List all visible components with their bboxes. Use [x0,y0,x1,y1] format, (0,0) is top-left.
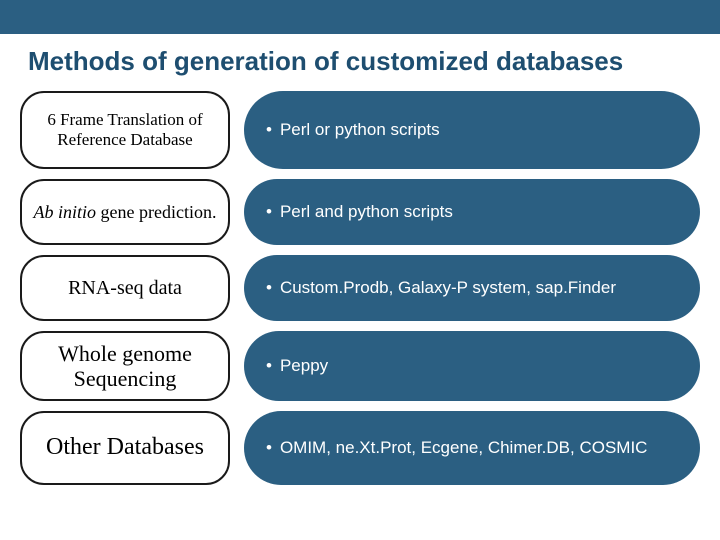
method-label-pill: Other Databases [20,411,230,485]
method-label-text: Other Databases [46,434,204,462]
method-desc: • Perl or python scripts [244,91,700,169]
page-title: Methods of generation of customized data… [28,46,692,77]
method-bullet-text: Peppy [280,355,328,376]
method-bullet-text: Custom.Prodb, Galaxy-P system, sap.Finde… [280,277,616,298]
bullet-dot-icon: • [266,355,272,376]
bullet-dot-icon: • [266,201,272,222]
method-label-text: Whole genome Sequencing [32,341,218,392]
method-bullet-text: Perl or python scripts [280,119,440,140]
method-desc: • Peppy [244,331,700,401]
bullet-dot-icon: • [266,277,272,298]
top-bar [0,0,720,34]
method-label-pill: RNA-seq data [20,255,230,321]
method-label-text: RNA-seq data [68,277,182,300]
bullet-dot-icon: • [266,437,272,458]
method-row: Ab initio gene prediction. • Perl and pyth… [20,179,700,245]
method-row: Whole genome Sequencing • Peppy [20,331,700,401]
method-label-text: Ab initio gene prediction. [34,202,217,223]
method-desc: • OMIM, ne.Xt.Prot, Ecgene, Chimer.DB, CO… [244,411,700,485]
method-row: RNA-seq data • Custom.Prodb, Galaxy-P syst… [20,255,700,321]
method-label-pill: Ab initio gene prediction. [20,179,230,245]
method-bullet: • Custom.Prodb, Galaxy-P system, sap.Find… [266,277,616,298]
method-bullet-text: Perl and python scripts [280,201,453,222]
method-desc: • Perl and python scripts [244,179,700,245]
method-label-text: 6 Frame Translation ofReference Database [47,110,202,149]
rows-container: 6 Frame Translation ofReference Database… [0,85,720,495]
method-label-pill: 6 Frame Translation ofReference Database [20,91,230,169]
method-bullet: • Peppy [266,355,328,376]
method-row: Other Databases • OMIM, ne.Xt.Prot, Ecgene… [20,411,700,485]
method-bullet: • Perl and python scripts [266,201,453,222]
method-bullet: • OMIM, ne.Xt.Prot, Ecgene, Chimer.DB, CO… [266,437,647,458]
method-label-pill: Whole genome Sequencing [20,331,230,401]
bullet-dot-icon: • [266,119,272,140]
method-bullet-text: OMIM, ne.Xt.Prot, Ecgene, Chimer.DB, COS… [280,437,648,458]
method-row: 6 Frame Translation ofReference Database… [20,91,700,169]
title-wrap: Methods of generation of customized data… [0,34,720,85]
method-bullet: • Perl or python scripts [266,119,440,140]
method-desc: • Custom.Prodb, Galaxy-P system, sap.Find… [244,255,700,321]
